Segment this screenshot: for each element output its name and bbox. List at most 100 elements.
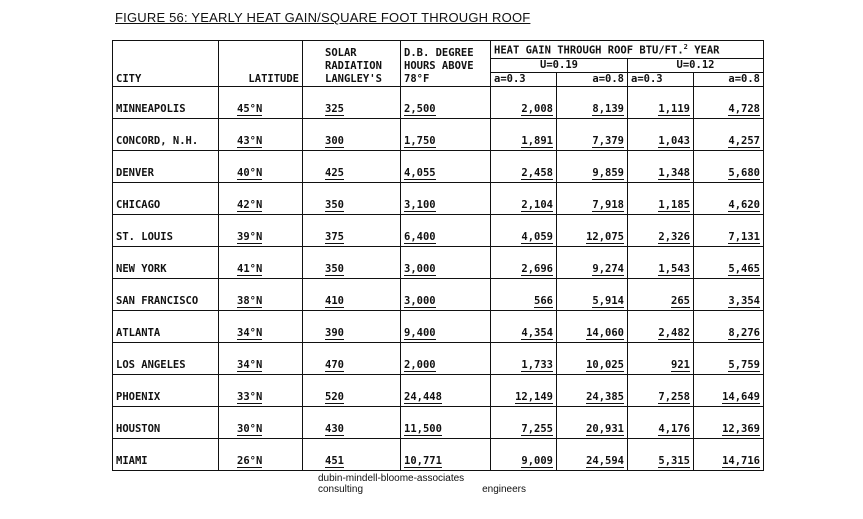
cell-latitude: 34°N (218, 309, 303, 343)
cell-solar-radiation: 350 (302, 245, 401, 279)
solar-radiation-value: 430 (325, 422, 344, 436)
cell-solar-radiation: 410 (302, 277, 401, 311)
city-value: NEW YORK (116, 262, 167, 275)
header-solar: SOLAR RADIATION LANGLEY'S (302, 40, 401, 87)
firm-line2-right: engineers (482, 484, 526, 495)
cell-city: MINNEAPOLIS (112, 85, 219, 119)
gain-u012-a08-value: 7,131 (728, 230, 760, 244)
degree-hours-value: 1,750 (404, 134, 436, 148)
figure-title: FIGURE 56: YEARLY HEAT GAIN/SQUARE FOOT … (115, 10, 531, 25)
table-row: MINNEAPOLIS 45°N 325 2,500 2,008 8,139 1,119 4,… (112, 85, 764, 119)
cell-city: SAN FRANCISCO (112, 277, 219, 311)
cell-solar-radiation: 520 (302, 373, 401, 407)
gain-u019-a03-value: 1,891 (521, 134, 553, 148)
gain-u019-a08-value: 24,385 (586, 390, 624, 404)
solar-radiation-value: 300 (325, 134, 344, 148)
cell-gain-u019-a08: 10,025 (556, 341, 628, 375)
gain-u012-a03-value: 921 (671, 358, 690, 372)
header-city: CITY (112, 40, 219, 87)
gain-u012-a08-value: 5,680 (728, 166, 760, 180)
degree-hours-value: 11,500 (404, 422, 442, 436)
gain-u019-a08-value: 10,025 (586, 358, 624, 372)
city-value: ST. LOUIS (116, 230, 173, 243)
cell-degree-hours: 3,100 (400, 181, 491, 215)
degree-hours-value: 3,000 (404, 294, 436, 308)
cell-gain-u019-a08: 5,914 (556, 277, 628, 311)
solar-radiation-value: 390 (325, 326, 344, 340)
latitude-value: 42°N (237, 198, 263, 212)
header-a3: a=0.3 (627, 71, 694, 87)
cell-gain-u019-a03: 1,891 (490, 117, 557, 151)
city-value: DENVER (116, 166, 154, 179)
cell-degree-hours: 6,400 (400, 213, 491, 247)
city-value: HOUSTON (116, 422, 161, 435)
cell-solar-radiation: 425 (302, 149, 401, 183)
cell-gain-u019-a08: 9,859 (556, 149, 628, 183)
cell-solar-radiation: 451 (302, 437, 401, 471)
city-value: CHICAGO (116, 198, 161, 211)
gain-u019-a03-value: 2,458 (521, 166, 553, 180)
cell-city: ST. LOUIS (112, 213, 219, 247)
cell-latitude: 43°N (218, 117, 303, 151)
latitude-value: 38°N (237, 294, 263, 308)
cell-gain-u019-a03: 566 (490, 277, 557, 311)
gain-u012-a03-value: 1,185 (658, 198, 690, 212)
header-db-line1: D.B. DEGREE (404, 46, 474, 59)
degree-hours-value: 24,448 (404, 390, 442, 404)
header-a4: a=0.8 (693, 71, 764, 87)
cell-gain-u019-a08: 24,594 (556, 437, 628, 471)
cell-latitude: 45°N (218, 85, 303, 119)
cell-degree-hours: 2,000 (400, 341, 491, 375)
cell-gain-u019-a08: 24,385 (556, 373, 628, 407)
solar-radiation-value: 520 (325, 390, 344, 404)
header-db: D.B. DEGREE HOURS ABOVE 78°F (400, 40, 491, 87)
gain-u012-a03-value: 4,176 (658, 422, 690, 436)
cell-latitude: 41°N (218, 245, 303, 279)
table-row: LOS ANGELES 34°N 470 2,000 1,733 10,025 921 5,7… (112, 341, 764, 375)
cell-degree-hours: 24,448 (400, 373, 491, 407)
table-row: PHOENIX 33°N 520 24,448 12,149 24,385 7,258 14,… (112, 373, 764, 407)
cell-gain-u019-a08: 9,274 (556, 245, 628, 279)
table-row: CHICAGO 42°N 350 3,100 2,104 7,918 1,185 4,620 (112, 181, 764, 215)
gain-u019-a03-value: 566 (534, 294, 553, 308)
header-heat-gain: HEAT GAIN THROUGH ROOF BTU/FT.2 YEAR (490, 40, 764, 59)
solar-radiation-value: 375 (325, 230, 344, 244)
header-solar-line1: SOLAR (325, 46, 357, 59)
gain-u012-a03-value: 1,119 (658, 102, 690, 116)
gain-u019-a03-value: 4,059 (521, 230, 553, 244)
header-u-019: U=0.19 (490, 57, 628, 73)
header-a2: a=0.8 (556, 71, 628, 87)
degree-hours-value: 4,055 (404, 166, 436, 180)
cell-gain-u019-a03: 2,458 (490, 149, 557, 183)
solar-radiation-value: 410 (325, 294, 344, 308)
degree-hours-value: 2,500 (404, 102, 436, 116)
degree-hours-value: 10,771 (404, 454, 442, 468)
gain-u019-a08-value: 8,139 (592, 102, 624, 116)
gain-u012-a08-value: 4,728 (728, 102, 760, 116)
cell-solar-radiation: 300 (302, 117, 401, 151)
gain-u019-a08-value: 24,594 (586, 454, 624, 468)
cell-latitude: 38°N (218, 277, 303, 311)
city-value: PHOENIX (116, 390, 161, 403)
cell-gain-u012-a03: 1,185 (627, 181, 694, 215)
latitude-value: 33°N (237, 390, 263, 404)
latitude-value: 39°N (237, 230, 263, 244)
gain-u019-a03-value: 2,696 (521, 262, 553, 276)
degree-hours-value: 3,100 (404, 198, 436, 212)
header-a1: a=0.3 (490, 71, 557, 87)
header-heat-gain-label: HEAT GAIN THROUGH ROOF BTU/FT. (494, 44, 684, 57)
gain-u019-a08-value: 7,918 (592, 198, 624, 212)
gain-u012-a08-value: 3,354 (728, 294, 760, 308)
cell-gain-u019-a03: 2,104 (490, 181, 557, 215)
gain-u012-a03-value: 1,043 (658, 134, 690, 148)
cell-latitude: 30°N (218, 405, 303, 439)
gain-u012-a08-value: 14,716 (722, 454, 760, 468)
gain-u012-a08-value: 4,257 (728, 134, 760, 148)
solar-radiation-value: 470 (325, 358, 344, 372)
cell-gain-u019-a03: 9,009 (490, 437, 557, 471)
header-solar-line2: RADIATION (325, 59, 382, 72)
gain-u019-a03-value: 7,255 (521, 422, 553, 436)
city-value: MIAMI (116, 454, 148, 467)
cell-gain-u012-a03: 7,258 (627, 373, 694, 407)
cell-gain-u012-a08: 5,680 (693, 149, 764, 183)
